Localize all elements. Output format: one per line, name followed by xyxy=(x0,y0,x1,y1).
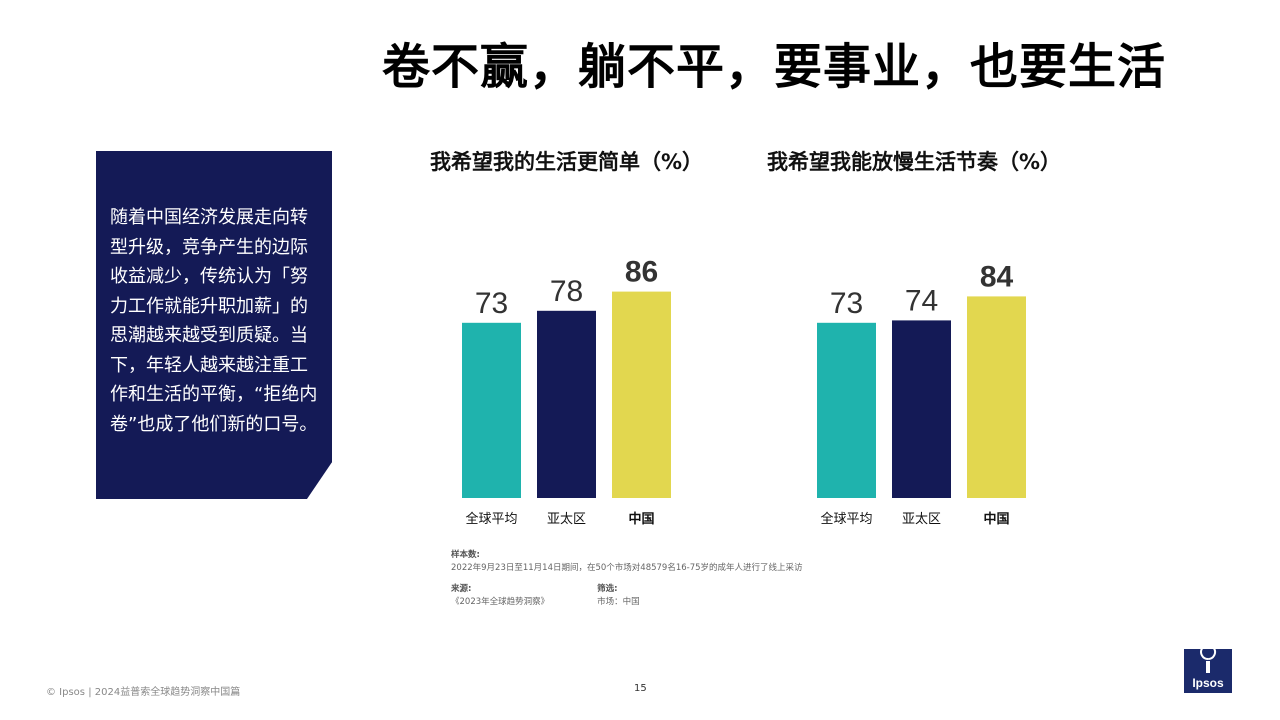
value-label-1-2: 78 xyxy=(550,275,583,308)
notes-block: 样本数: 2022年9月23日至11月14日期间，在50个市场对48579名16… xyxy=(451,549,803,609)
category-label-2-1: 全球平均 xyxy=(820,511,872,527)
bar-2-2 xyxy=(892,320,951,498)
filter-text: 市场：中国 xyxy=(597,597,640,607)
sample-label: 样本数: xyxy=(451,550,480,560)
logo-text: Ipsos xyxy=(1192,676,1224,690)
bar-2-1 xyxy=(817,322,876,498)
sidebar-box xyxy=(96,151,332,499)
category-label-1-2: 亚太区 xyxy=(547,512,586,527)
source-label: 来源: xyxy=(451,584,472,594)
bar-2-3 xyxy=(967,296,1026,498)
bar-1-1 xyxy=(462,322,521,498)
value-label-2-1: 73 xyxy=(830,287,863,320)
source-text: 《2023年全球趋势洞察》 xyxy=(451,597,550,607)
chart-title-slower-pace: 我希望我能放慢生活节奏（%） xyxy=(767,150,1062,174)
ipsos-logo: Ipsos xyxy=(1184,649,1232,693)
category-label-1-1: 全球平均 xyxy=(465,511,517,527)
value-label-2-3: 84 xyxy=(980,260,1014,293)
bar-1-2 xyxy=(537,310,596,498)
sidebar-text: 随着中国经济发展走向转型升级，竞争产生的边际收益减少，传统认为「努力工作就能升职… xyxy=(110,207,318,435)
value-label-1-3: 86 xyxy=(625,256,658,289)
chart-title-simpler-life: 我希望我的生活更简单（%） xyxy=(430,150,704,174)
page-number: 15 xyxy=(634,683,647,694)
bar-1-3 xyxy=(612,291,671,498)
sample-text: 2022年9月23日至11月14日期间，在50个市场对48579名16-75岁的… xyxy=(451,563,803,573)
category-label-2-3: 中国 xyxy=(983,511,1009,527)
value-label-1-1: 73 xyxy=(475,287,508,320)
category-label-1-3: 中国 xyxy=(628,511,654,527)
filter-label: 筛选: xyxy=(597,584,618,594)
slide-title: 卷不赢，躺不平，要事业，也要生活 xyxy=(382,39,1167,95)
value-label-2-2: 74 xyxy=(905,284,938,317)
footer-copyright: © Ipsos | 2024益普索全球趋势洞察中国篇 xyxy=(46,687,241,698)
category-label-2-2: 亚太区 xyxy=(902,512,941,527)
